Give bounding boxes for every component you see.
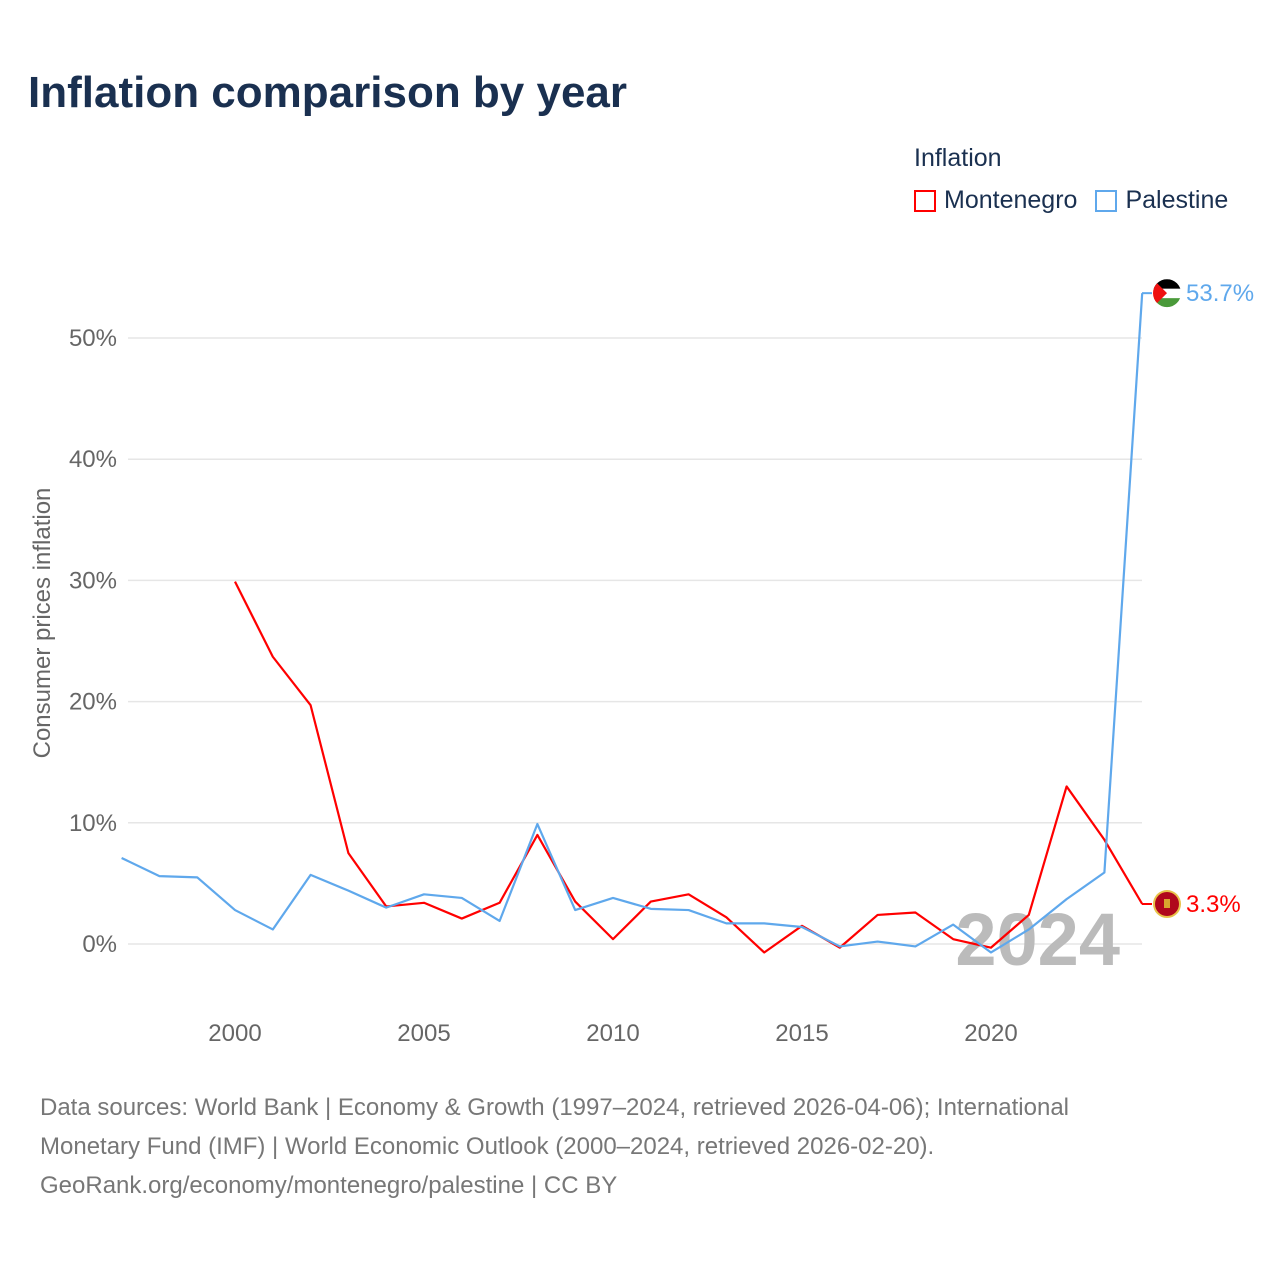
legend-label: Montenegro: [944, 186, 1078, 214]
x-tick-label: 2005: [397, 1020, 450, 1047]
series-line-montenegro: [234, 581, 1144, 954]
footer-line: Data sources: World Bank | Economy & Gro…: [40, 1094, 1070, 1121]
y-tick-label: 10%: [69, 810, 117, 837]
chart-title: Inflation comparison by year: [28, 68, 628, 117]
legend-item-palestine[interactable]: Palestine: [1095, 186, 1228, 215]
x-tick-label: 2020: [964, 1020, 1017, 1047]
legend: Montenegro Palestine: [914, 186, 1228, 215]
palestine-flag-icon: [1153, 279, 1181, 308]
y-tick-label: 50%: [69, 325, 117, 352]
legend-title: Inflation: [914, 144, 1002, 172]
year-watermark: 2024: [955, 898, 1120, 981]
legend-label: Palestine: [1125, 186, 1229, 214]
y-axis-label: Consumer prices inflation: [29, 488, 56, 759]
y-tick-label: 30%: [69, 567, 117, 594]
x-tick-label: 2015: [775, 1020, 828, 1047]
y-tick-label: 0%: [82, 931, 117, 958]
y-tick-label: 20%: [69, 689, 117, 716]
end-value-label-montenegro: 3.3%: [1186, 891, 1241, 918]
footer: Data sources: World Bank | Economy & Gro…: [40, 1088, 1240, 1205]
y-tick-label: 40%: [69, 446, 117, 473]
footer-line: Monetary Fund (IMF) | World Economic Out…: [40, 1133, 935, 1160]
end-value-label-palestine: 53.7%: [1186, 280, 1254, 307]
legend-item-montenegro[interactable]: Montenegro: [914, 186, 1077, 215]
legend-swatch-palestine: [1095, 189, 1118, 212]
legend-swatch-montenegro: [914, 189, 936, 212]
x-tick-label: 2010: [586, 1020, 639, 1047]
montenegro-flag-icon: [1153, 890, 1181, 919]
series-line-palestine: [121, 293, 1144, 954]
footer-line: GeoRank.org/economy/montenegro/palestine…: [40, 1172, 618, 1199]
x-tick-label: 2000: [208, 1020, 261, 1047]
